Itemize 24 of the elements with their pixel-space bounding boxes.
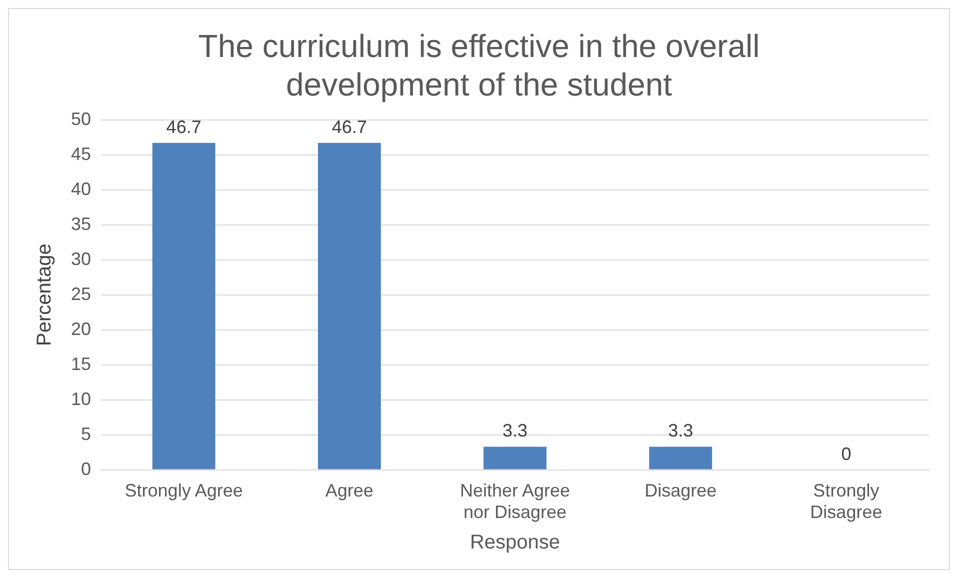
data-label: 46.7 [332,116,367,137]
y-tick-label: 10 [70,388,92,409]
chart-title: The curriculum is effective in the overall development of the student [198,28,760,102]
y-tick-label: 45 [70,144,92,164]
y-tick-label: 20 [70,318,92,339]
y-tick-label: 35 [70,214,92,234]
y-tick-label: 0 [81,458,92,479]
data-label: 0 [841,444,852,464]
y-tick-label: 25 [70,284,92,304]
x-tick-label: Neither Agree nor Disagree [460,480,570,522]
x-tick-label: Disagree [644,480,717,501]
x-tick-label: Strongly Disagree [810,480,882,522]
y-tick-label: 40 [70,178,92,199]
y-tick-label: 15 [70,354,92,374]
data-label: 3.3 [668,420,694,441]
y-axis-title: Percentage [34,244,56,346]
y-tick-label: 30 [70,248,92,269]
y-tick-label: 50 [70,108,92,129]
x-axis-title: Response [470,532,560,554]
data-label: 3.3 [502,420,528,441]
x-tick-label: Strongly Agree [124,480,243,501]
data-label: 46.7 [166,116,202,137]
x-tick-label: Agree [325,480,374,501]
y-tick-label: 5 [81,424,92,444]
